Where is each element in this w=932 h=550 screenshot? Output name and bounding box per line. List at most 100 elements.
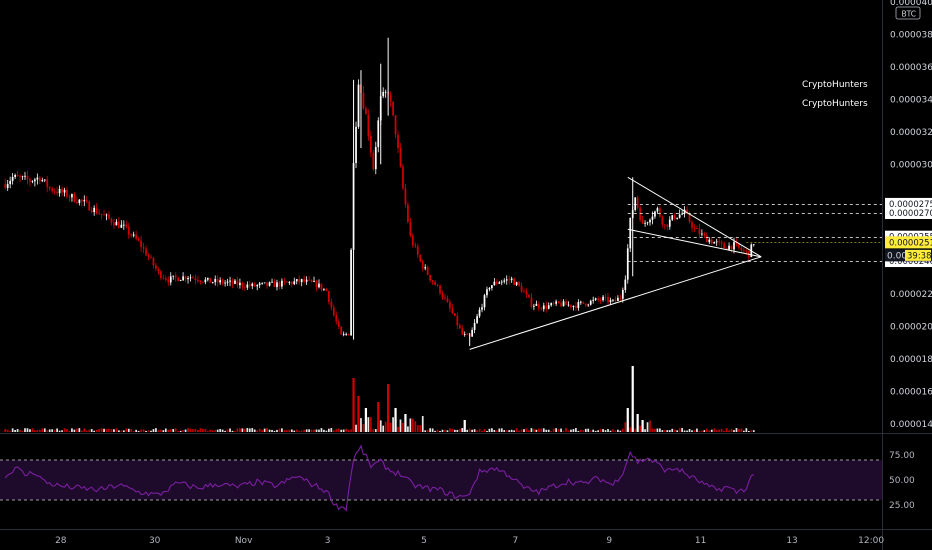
- volume-bar: [258, 428, 261, 432]
- candle: [725, 248, 728, 250]
- volume-bar: [646, 422, 649, 432]
- candle: [550, 303, 553, 306]
- candle: [542, 305, 545, 310]
- volume-bar: [471, 429, 474, 432]
- volume-bar: [130, 428, 133, 432]
- current-price-badge: 0.00002519: [885, 236, 932, 249]
- candle: [162, 277, 165, 279]
- candle: [253, 283, 256, 287]
- volume-bar: [194, 428, 197, 432]
- candle: [557, 301, 560, 303]
- currency-badge-label: BTC: [902, 10, 917, 19]
- candle: [488, 288, 491, 290]
- volume-bar: [38, 429, 41, 432]
- candle: [545, 305, 548, 309]
- volume-bar: [177, 430, 180, 432]
- candle: [315, 280, 318, 288]
- candle: [476, 316, 478, 323]
- candle: [617, 297, 619, 302]
- volume-bar: [612, 429, 614, 432]
- candle: [258, 283, 261, 286]
- candle: [570, 304, 572, 308]
- volume-bar: [43, 428, 46, 432]
- volume-bar: [626, 408, 629, 432]
- candle: [718, 241, 721, 243]
- candle: [407, 204, 409, 223]
- volume-bar: [599, 428, 602, 432]
- volume-bar: [518, 430, 520, 432]
- volume-bar: [505, 430, 508, 432]
- time-tick-label: 7: [513, 536, 519, 546]
- candle: [261, 282, 264, 284]
- candle: [204, 279, 207, 283]
- candle: [248, 284, 251, 287]
- rsi-tick-label: 75.00: [889, 451, 915, 461]
- candle: [626, 248, 629, 280]
- volume-bar: [520, 429, 523, 432]
- candle: [607, 296, 609, 303]
- candle: [58, 188, 61, 194]
- candle: [701, 233, 703, 235]
- volume-bar: [83, 428, 86, 432]
- candle: [24, 175, 26, 177]
- candle: [9, 180, 12, 185]
- volume-bar: [715, 430, 718, 432]
- volume-bar: [362, 423, 365, 432]
- volume-bars: [4, 366, 755, 432]
- time-tick-label: 9: [606, 536, 612, 546]
- volume-bar: [226, 429, 229, 432]
- candle: [424, 267, 427, 269]
- volume-bar: [584, 428, 587, 432]
- volume-bar: [458, 428, 461, 432]
- volume-bar: [204, 428, 207, 432]
- volume-bar: [589, 430, 592, 432]
- volume-bar: [710, 429, 713, 432]
- candle: [179, 280, 182, 282]
- candle: [337, 321, 340, 327]
- candle: [582, 301, 585, 304]
- trendlines: [469, 176, 762, 350]
- volume-bar: [639, 425, 641, 432]
- candle: [268, 282, 271, 286]
- candle: [298, 279, 301, 283]
- candle: [239, 282, 241, 286]
- volume-bar: [676, 430, 679, 432]
- price-axis[interactable]: 0.00004000 0.00003800 0.00003600 0.00003400…: [890, 0, 932, 430]
- candle: [19, 176, 21, 178]
- candle: [71, 194, 73, 198]
- volume-bar: [347, 429, 350, 432]
- candle: [98, 213, 100, 215]
- volume-bar: [243, 428, 246, 432]
- volume-bar: [224, 430, 226, 432]
- rsi-axis[interactable]: 75.00 50.00 25.00: [889, 451, 915, 511]
- candle: [209, 277, 212, 283]
- current-price-label: 0.00002519: [889, 238, 932, 248]
- volume-bar: [414, 421, 417, 432]
- candle: [715, 241, 718, 243]
- volume-bar: [261, 429, 264, 432]
- volume-bar: [483, 429, 486, 432]
- candle: [686, 209, 688, 214]
- candle: [530, 297, 533, 307]
- candle: [612, 299, 614, 301]
- volume-bar: [656, 428, 659, 432]
- volume-bar: [53, 429, 56, 432]
- candle: [471, 329, 474, 337]
- volume-bar: [397, 426, 399, 432]
- candle: [402, 166, 404, 189]
- currency-badge[interactable]: BTC: [895, 6, 921, 20]
- time-axis[interactable]: 28 30 Nov 3 5 7 9 11 13 12:00: [55, 536, 884, 546]
- volume-bar: [439, 430, 441, 432]
- candle: [733, 242, 735, 250]
- volume-bar: [367, 417, 370, 432]
- candle: [584, 303, 587, 306]
- candle: [377, 120, 380, 148]
- volume-bar: [206, 430, 209, 432]
- volume-bar: [281, 428, 283, 432]
- candles: [4, 37, 755, 347]
- volume-bar: [444, 429, 446, 432]
- price-tick-label: 0.00003800: [890, 30, 932, 40]
- volume-bar: [468, 428, 471, 432]
- candle: [673, 215, 676, 219]
